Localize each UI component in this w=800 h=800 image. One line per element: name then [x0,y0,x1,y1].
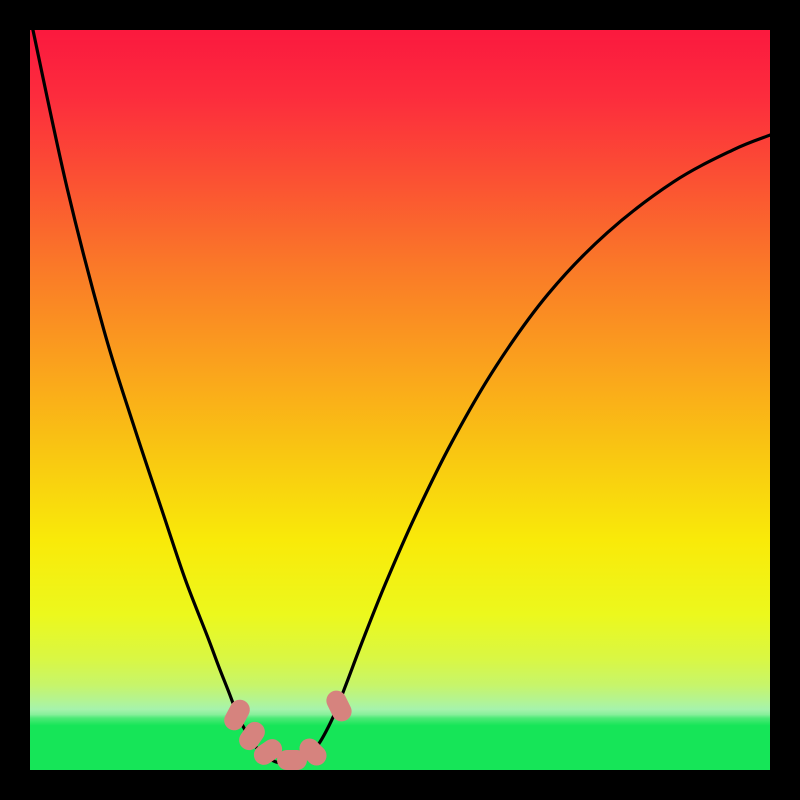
frame-right [770,0,800,800]
frame-top [0,0,800,30]
plot-area [30,30,770,770]
frame-bottom [0,770,800,800]
chart-root: TheBottleneck.com [0,0,800,800]
gradient-background [30,30,770,770]
frame-left [0,0,30,800]
